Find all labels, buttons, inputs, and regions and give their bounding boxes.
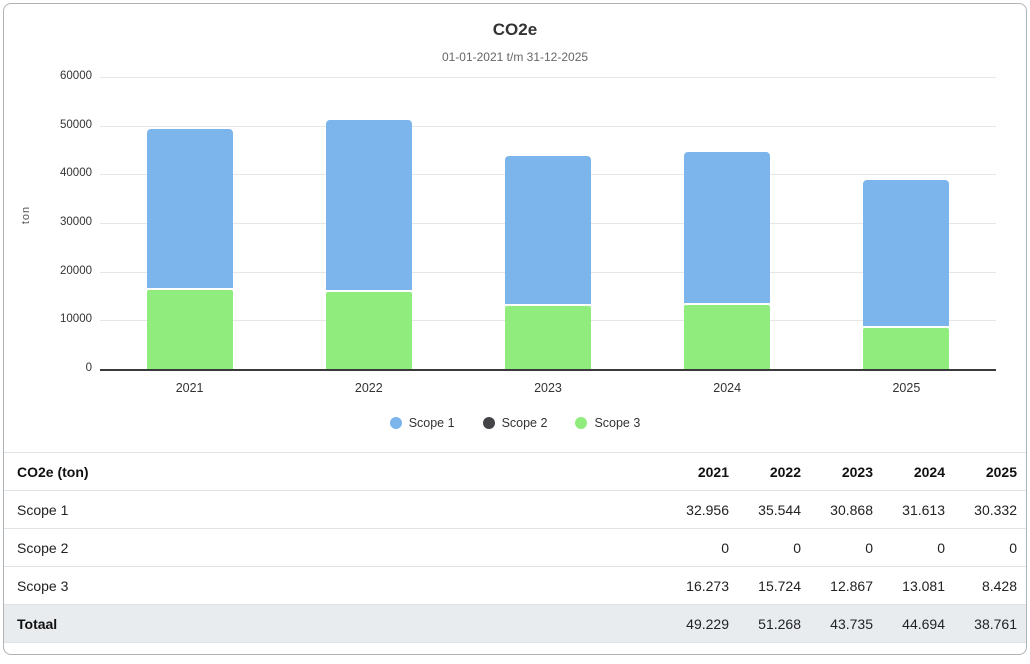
bar-segment-scope-1-2025[interactable]: [863, 180, 950, 326]
table-header-row: CO2e (ton) 2021 2022 2023 2024 2025: [4, 452, 1026, 491]
table-row-scope-2: Scope 2 0 0 0 0 0: [4, 528, 1026, 567]
table-header-cell: 2022: [769, 463, 801, 480]
x-tick-label: 2022: [354, 381, 383, 395]
table-cell: 30.868: [830, 501, 873, 518]
y-tick-label: 20000: [60, 264, 92, 277]
y-tick-label: 60000: [60, 70, 92, 82]
bar-cell-2021: [100, 77, 279, 369]
x-tick-label: 2021: [175, 381, 204, 395]
legend-item-scope-2[interactable]: Scope 2: [482, 416, 548, 430]
table-cell: 49.229: [686, 615, 729, 632]
table-row-label: Scope 3: [17, 577, 69, 594]
legend-dot-icon: [482, 417, 495, 429]
table-row-label: Scope 2: [17, 539, 69, 556]
legend-item-scope-3[interactable]: Scope 3: [575, 416, 640, 430]
y-tick-label: 0: [85, 362, 92, 374]
table-cell: 13.081: [902, 577, 945, 594]
chart-legend: Scope 1 Scope 2 Scope 3: [4, 410, 1026, 436]
gridline: [100, 77, 996, 78]
table-row-totaal: Totaal 49.229 51.268 43.735 44.694 38.761: [4, 604, 1026, 643]
table-cell: 12.867: [830, 577, 873, 594]
table-cell: 0: [793, 539, 801, 556]
bar-stack-2023: [504, 77, 591, 369]
table-cell: 32.956: [686, 501, 729, 518]
legend-item-scope-1[interactable]: Scope 1: [389, 416, 455, 430]
y-tick-label: 50000: [60, 118, 92, 131]
bar-segment-scope-3-2023[interactable]: [504, 306, 591, 369]
bar-stack-2021: [146, 77, 233, 369]
table-header-cell: 2021: [697, 463, 729, 480]
legend-dot-icon: [575, 417, 588, 429]
bar-segment-scope-3-2024[interactable]: [684, 305, 771, 369]
bar-cell-2022: [279, 77, 458, 369]
table-cell: 38.761: [974, 615, 1017, 632]
table-cell: 30.332: [974, 501, 1017, 518]
table-cell: 0: [721, 539, 729, 556]
x-tick-label: 2024: [713, 381, 742, 395]
table-row-label: Scope 1: [17, 501, 69, 518]
x-tick-label: 2025: [892, 381, 921, 395]
table-cell: 15.724: [758, 577, 801, 594]
table-header-cell: 2025: [985, 463, 1017, 480]
table-body: Scope 1 32.956 35.544 30.868 31.613 30.332 Sco…: [4, 490, 1026, 643]
co2e-data-table: CO2e (ton) 2021 2022 2023 2024 2025 Scope 1 32…: [4, 452, 1026, 643]
table-row-scope-3: Scope 3 16.273 15.724 12.867 13.081 8.428: [4, 566, 1026, 605]
chart-title: CO2e: [492, 20, 538, 39]
bar-segment-scope-1-2022[interactable]: [325, 119, 412, 291]
table-cell: 0: [1009, 539, 1017, 556]
bar-stack-2024: [684, 77, 771, 369]
y-tick-label: 10000: [60, 313, 92, 326]
co2e-chart: CO2e 01-01-2021 t/m 31-12-2025 ton Scope…: [4, 4, 1026, 452]
table-row-label: Totaal: [17, 615, 58, 632]
table-cell: 0: [865, 539, 873, 556]
bar-stack-2022: [325, 77, 412, 369]
x-tick-label: 2023: [534, 381, 562, 395]
bar-segment-scope-3-2025[interactable]: [863, 327, 950, 369]
y-axis-title: ton: [20, 205, 32, 225]
report-card: CO2e 01-01-2021 t/m 31-12-2025 ton Scope…: [3, 3, 1027, 655]
table-header-cell: 2023: [841, 463, 873, 480]
table-cell: 51.268: [758, 615, 801, 632]
table-header-cell: 2024: [913, 463, 945, 480]
table-header-cell: CO2e (ton): [17, 463, 89, 480]
plot-area: [100, 77, 996, 371]
legend-dot-icon: [389, 417, 402, 429]
bar-segment-scope-1-2024[interactable]: [684, 151, 771, 304]
bar-segment-scope-3-2022[interactable]: [325, 292, 412, 369]
legend-label: Scope 2: [501, 416, 548, 430]
bar-cell-2024: [638, 77, 817, 369]
legend-label: Scope 1: [408, 416, 455, 430]
y-tick-label: 40000: [60, 167, 92, 180]
table-cell: 31.613: [902, 501, 945, 518]
bar-cell-2023: [458, 77, 637, 369]
bar-stack-2025: [863, 77, 950, 369]
bar-segment-scope-1-2023[interactable]: [504, 156, 591, 305]
chart-subtitle: 01-01-2021 t/m 31-12-2025: [441, 50, 589, 64]
table-cell: 8.428: [981, 577, 1017, 594]
table-cell: 0: [937, 539, 945, 556]
table-row-scope-1: Scope 1 32.956 35.544 30.868 31.613 30.332: [4, 490, 1026, 529]
gridline: [100, 125, 996, 127]
table-cell: 44.694: [902, 615, 945, 632]
table-head: CO2e (ton) 2021 2022 2023 2024 2025: [4, 452, 1026, 491]
y-tick-label: 30000: [60, 216, 92, 228]
table-cell: 16.273: [686, 577, 729, 594]
bar-segment-scope-3-2021[interactable]: [146, 289, 233, 369]
x-axis-line: [100, 369, 996, 371]
legend-label: Scope 3: [594, 416, 641, 430]
table-cell: 35.544: [758, 501, 801, 518]
table-cell: 43.735: [830, 615, 873, 632]
bar-segment-scope-1-2021[interactable]: [146, 129, 233, 288]
bar-cell-2025: [817, 77, 996, 369]
